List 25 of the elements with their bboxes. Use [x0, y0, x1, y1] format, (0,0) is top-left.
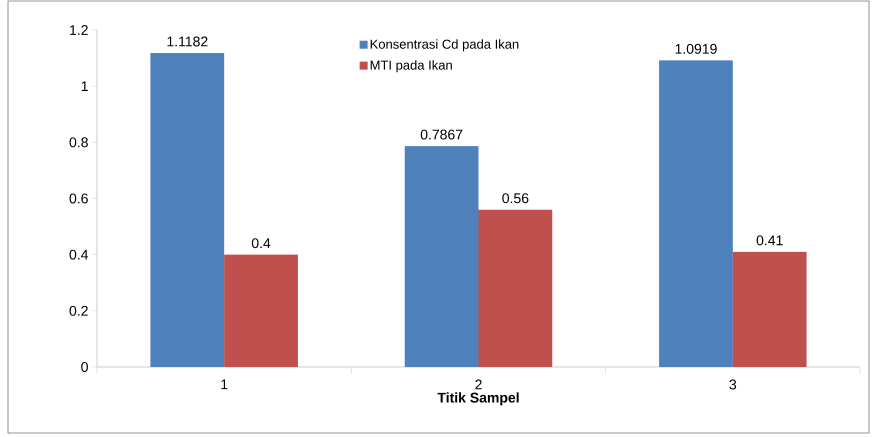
bar [404, 146, 478, 367]
data-label: 0.41 [756, 235, 783, 246]
bar [150, 52, 224, 367]
x-axis-title: Titik Sampel [438, 392, 519, 406]
bar [478, 210, 552, 367]
y-tick-label: 0.8 [70, 137, 88, 148]
bar [659, 60, 733, 367]
data-label: 0.4 [252, 238, 270, 248]
legend-label: Konsentrasi Cd pada Ikan [370, 39, 518, 52]
y-tick-label: 0.6 [70, 194, 88, 204]
bar [732, 252, 807, 367]
x-tick-label: 2 [475, 380, 482, 390]
x-tick-label: 3 [729, 380, 736, 390]
data-label: 0.56 [502, 193, 528, 204]
y-tick-label: 1.2 [70, 25, 88, 35]
data-label: 1.1182 [167, 36, 208, 46]
data-label: 1.0919 [676, 44, 717, 54]
y-tick-label: 1 [82, 81, 88, 91]
y-tick-label: 0.2 [70, 306, 88, 316]
x-tick-label: 1 [221, 380, 228, 390]
y-tick-label: 0 [81, 362, 88, 372]
bar [224, 254, 298, 367]
data-label: 0.7867 [420, 130, 462, 140]
y-tick-label: 0.4 [70, 250, 88, 260]
legend-label: MTI pada Ikan [370, 60, 452, 72]
